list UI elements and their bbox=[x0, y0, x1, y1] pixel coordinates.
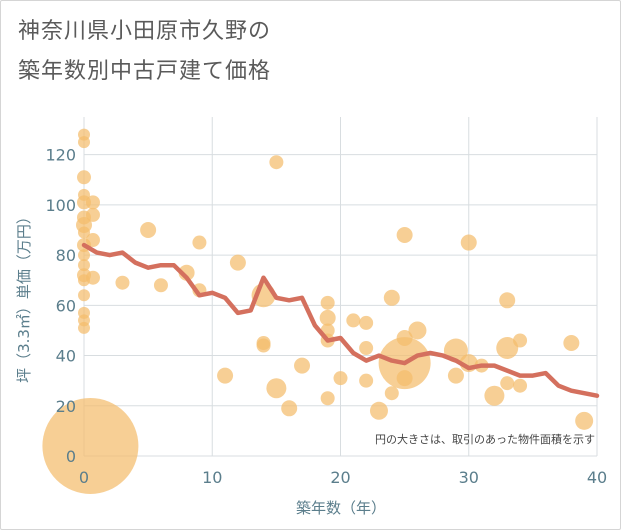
data-point bbox=[266, 378, 287, 399]
data-point bbox=[78, 259, 90, 272]
data-point bbox=[383, 289, 400, 306]
data-point bbox=[500, 376, 515, 391]
chart-title-line-1: 神奈川県小田原市久野の bbox=[18, 19, 272, 44]
data-point bbox=[496, 337, 519, 360]
data-point bbox=[396, 227, 413, 244]
y-tick-label: 40 bbox=[56, 347, 76, 366]
data-point bbox=[359, 373, 374, 388]
data-point bbox=[396, 370, 413, 387]
data-point bbox=[42, 397, 139, 494]
trend-line bbox=[81, 242, 600, 398]
x-tick-label: 30 bbox=[459, 468, 479, 487]
data-point bbox=[346, 313, 361, 328]
data-point bbox=[229, 254, 246, 271]
data-point bbox=[140, 222, 157, 238]
data-point bbox=[563, 335, 580, 351]
data-point bbox=[85, 233, 100, 248]
data-point bbox=[78, 136, 90, 149]
y-tick-label: 0 bbox=[66, 447, 76, 466]
y-tick-label: 80 bbox=[56, 246, 76, 265]
data-point bbox=[447, 367, 464, 384]
bubble-layer bbox=[42, 128, 594, 494]
data-point bbox=[484, 385, 505, 406]
y-tick-label: 20 bbox=[56, 397, 76, 416]
data-point bbox=[281, 400, 298, 417]
x-tick-label: 20 bbox=[330, 468, 350, 487]
data-point bbox=[217, 367, 234, 384]
y-axis-label: 坪（3.3㎡）単価（万円） bbox=[15, 209, 33, 383]
data-point bbox=[333, 371, 348, 386]
x-tick-label: 40 bbox=[587, 468, 607, 487]
data-point bbox=[359, 315, 374, 330]
data-point bbox=[320, 295, 335, 310]
data-point bbox=[369, 401, 388, 420]
data-point bbox=[513, 378, 528, 393]
data-point bbox=[460, 234, 477, 251]
x-tick-label: 0 bbox=[79, 468, 89, 487]
data-point bbox=[359, 341, 374, 356]
data-point bbox=[85, 270, 100, 285]
y-tick-label: 60 bbox=[56, 296, 76, 315]
y-tick-label: 120 bbox=[45, 146, 76, 165]
bubble-size-note: 円の大きさは、取引のあった物件面積を示す bbox=[375, 432, 595, 446]
data-point bbox=[269, 155, 284, 170]
chart-title-line-2: 築年数別中古戸建て価格 bbox=[18, 59, 272, 84]
y-tick-label: 100 bbox=[45, 196, 76, 215]
data-point bbox=[256, 338, 271, 353]
data-point bbox=[153, 278, 168, 293]
data-point bbox=[408, 321, 427, 340]
data-point bbox=[85, 207, 100, 222]
data-point bbox=[192, 235, 207, 250]
data-point bbox=[77, 170, 91, 185]
data-point bbox=[85, 195, 100, 210]
data-point bbox=[513, 333, 528, 348]
data-point bbox=[78, 249, 90, 262]
data-point bbox=[115, 275, 130, 290]
x-axis-label: 築年数（年） bbox=[296, 499, 386, 517]
data-point bbox=[78, 226, 90, 239]
data-point bbox=[78, 321, 90, 334]
data-point bbox=[78, 289, 90, 302]
x-tick-label: 10 bbox=[202, 468, 222, 487]
data-point bbox=[575, 411, 594, 430]
tick-labels: 0 10 20 30 40 0 20 40 60 80 100 120 bbox=[45, 146, 607, 487]
data-point bbox=[320, 391, 335, 406]
data-point bbox=[384, 386, 399, 401]
trend-line-layer bbox=[81, 242, 600, 398]
data-point bbox=[294, 357, 311, 374]
data-point bbox=[499, 292, 516, 309]
data-point bbox=[319, 309, 336, 326]
